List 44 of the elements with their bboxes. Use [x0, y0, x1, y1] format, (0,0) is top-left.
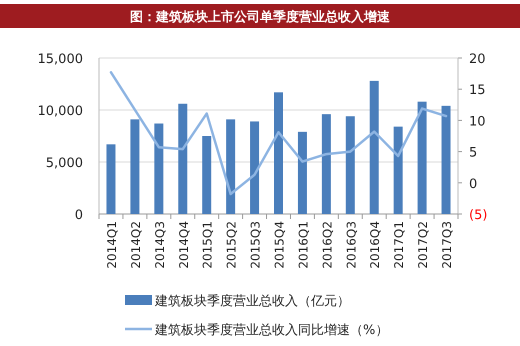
legend-label: 建筑板块季度营业总收入同比增速（%） [154, 322, 388, 338]
y2-tick-label: 5 [469, 146, 478, 161]
x-tick-label: 2015Q4 [272, 221, 286, 269]
x-tick-label: 2015Q2 [224, 221, 239, 269]
x-tick-label: 2016Q3 [344, 221, 358, 269]
bar [442, 106, 451, 214]
x-tick-label: 2017Q1 [392, 221, 406, 269]
x-tick-label: 2014Q2 [128, 221, 143, 269]
bar [202, 136, 212, 214]
bar [298, 132, 307, 214]
bar [370, 80, 379, 214]
bar [346, 116, 355, 214]
bar [418, 102, 427, 214]
legend-label: 建筑板块季度营业总收入（亿元） [154, 293, 350, 309]
x-tick-label: 2016Q1 [296, 221, 310, 269]
x-tick-label: 2014Q1 [104, 221, 119, 269]
x-tick-label: 2015Q3 [248, 221, 263, 269]
y-tick-label: 0 [74, 208, 83, 223]
x-tick-label: 2014Q3 [152, 221, 167, 269]
x-tick-label: 2016Q4 [368, 221, 382, 269]
y-tick-label: 15,000 [38, 52, 83, 67]
bar [154, 124, 164, 214]
y2-tick-label: 15 [469, 83, 486, 98]
y2-tick-label: (5) [469, 208, 488, 223]
bar [226, 119, 236, 214]
y2-tick-label: 0 [469, 176, 478, 192]
x-tick-label: 2015Q1 [200, 221, 215, 269]
bar [250, 121, 260, 214]
bar [130, 119, 140, 214]
y2-tick-label: 20 [469, 52, 486, 67]
bar [322, 114, 331, 214]
x-tick-label: 2017Q2 [416, 221, 430, 269]
y2-tick-label: 10 [469, 114, 486, 130]
bar [178, 104, 188, 214]
x-tick-label: 2017Q3 [440, 221, 454, 269]
x-tick-label: 2016Q2 [320, 221, 334, 269]
line-series [110, 71, 448, 196]
bar [106, 144, 116, 214]
bar [274, 92, 283, 214]
y-tick-label: 5,000 [46, 156, 83, 171]
x-tick-label: 2014Q4 [176, 221, 191, 269]
bar [394, 126, 403, 214]
y-tick-label: 10,000 [38, 104, 83, 119]
chart-title: 图：建筑板块上市公司单季度营业总收入增速 [130, 9, 391, 25]
